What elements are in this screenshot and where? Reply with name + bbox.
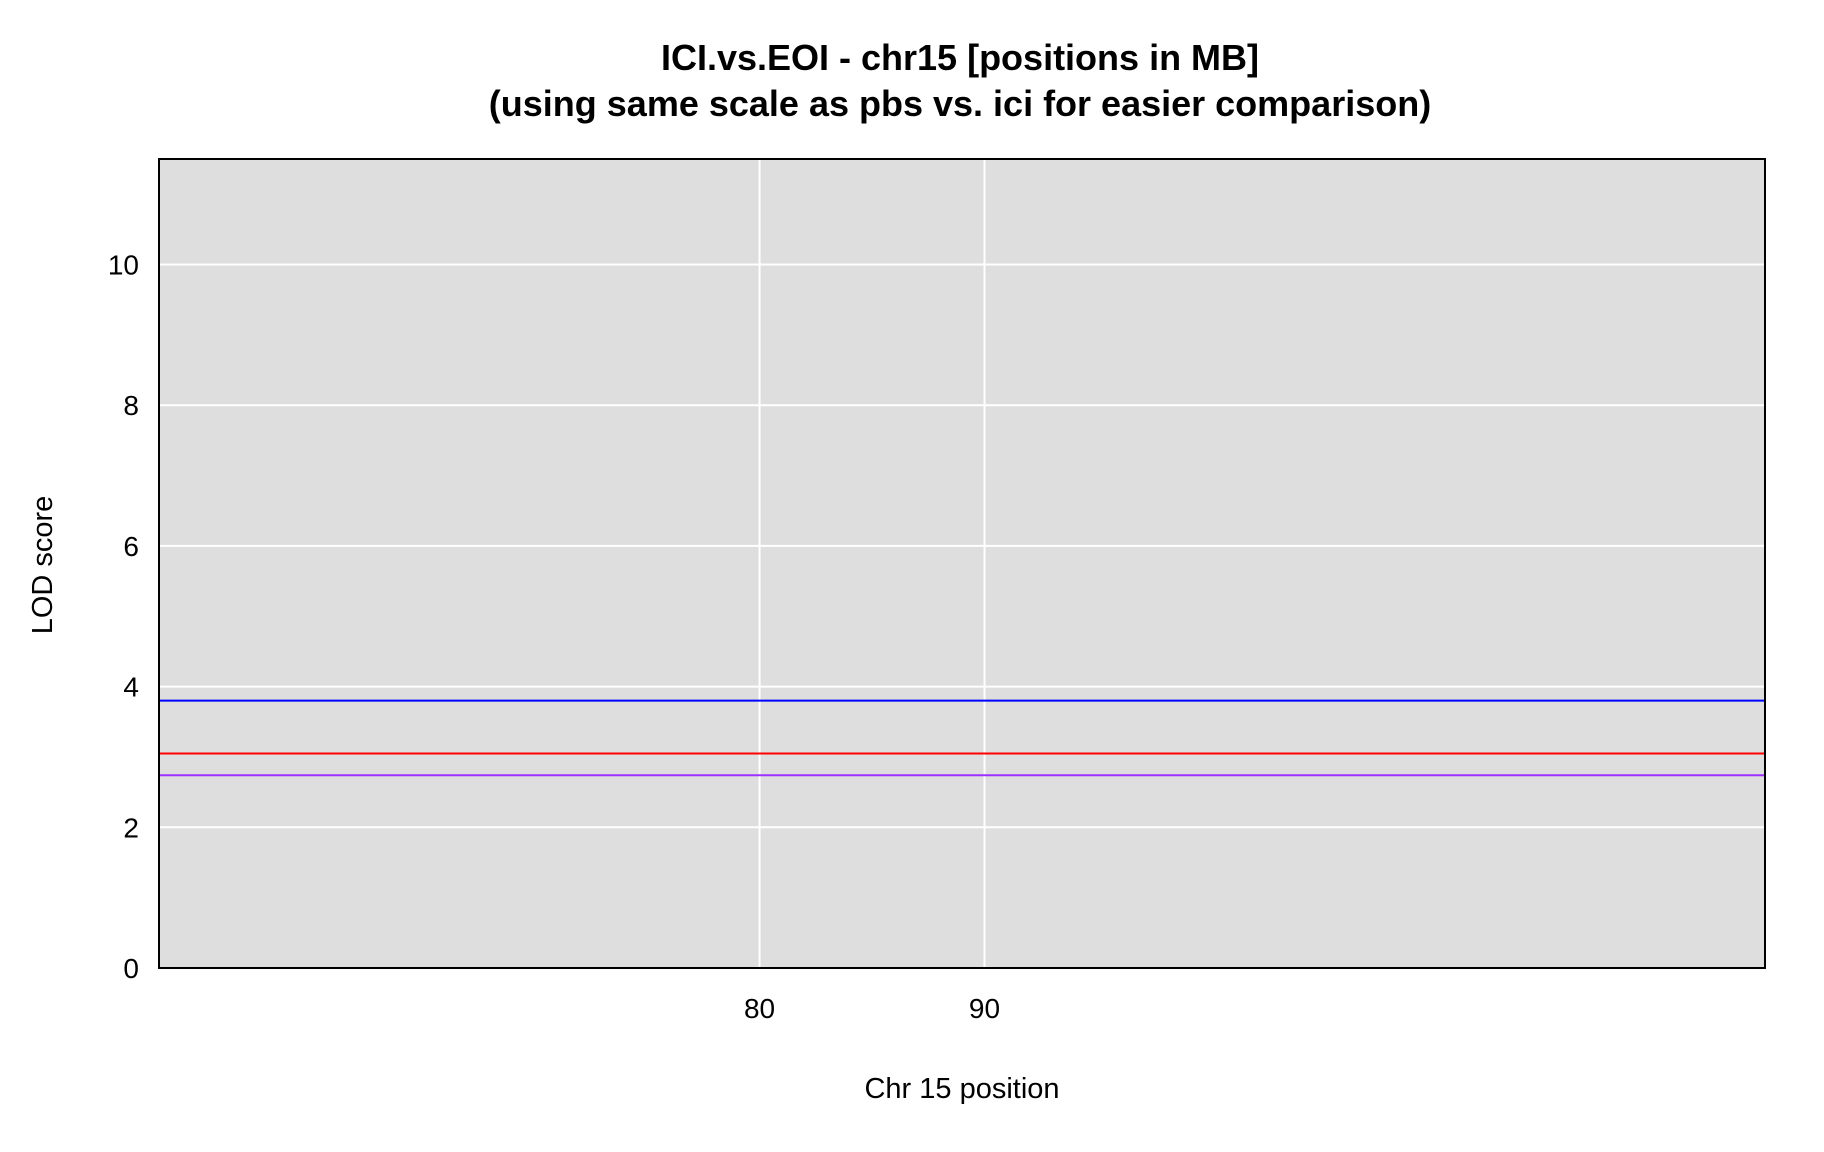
plot-background	[159, 159, 1765, 968]
y-tick-label-5: 10	[108, 250, 139, 281]
x-axis-ticks: 80 90	[744, 993, 1000, 1024]
threshold-lines	[159, 699, 1765, 777]
x-tick-label-1: 90	[969, 993, 1000, 1024]
y-axis-ticks: 0 2 4 6 8 10	[108, 250, 139, 984]
x-tick-label-0: 80	[744, 993, 775, 1024]
x-axis-label: Chr 15 position	[864, 1073, 1059, 1105]
grid-lines	[159, 159, 1765, 968]
chart-subtitle: (using same scale as pbs vs. ici for eas…	[489, 83, 1431, 124]
plot-border	[158, 158, 1766, 969]
y-tick-label-3: 6	[123, 531, 139, 562]
y-tick-label-2: 4	[123, 672, 139, 703]
y-axis-label: LOD score	[27, 496, 59, 635]
chart-title: ICI.vs.EOI - chr15 [positions in MB]	[661, 37, 1259, 78]
y-tick-label-4: 8	[123, 390, 139, 421]
y-tick-label-1: 2	[123, 812, 139, 843]
y-tick-label-0: 0	[123, 953, 139, 984]
